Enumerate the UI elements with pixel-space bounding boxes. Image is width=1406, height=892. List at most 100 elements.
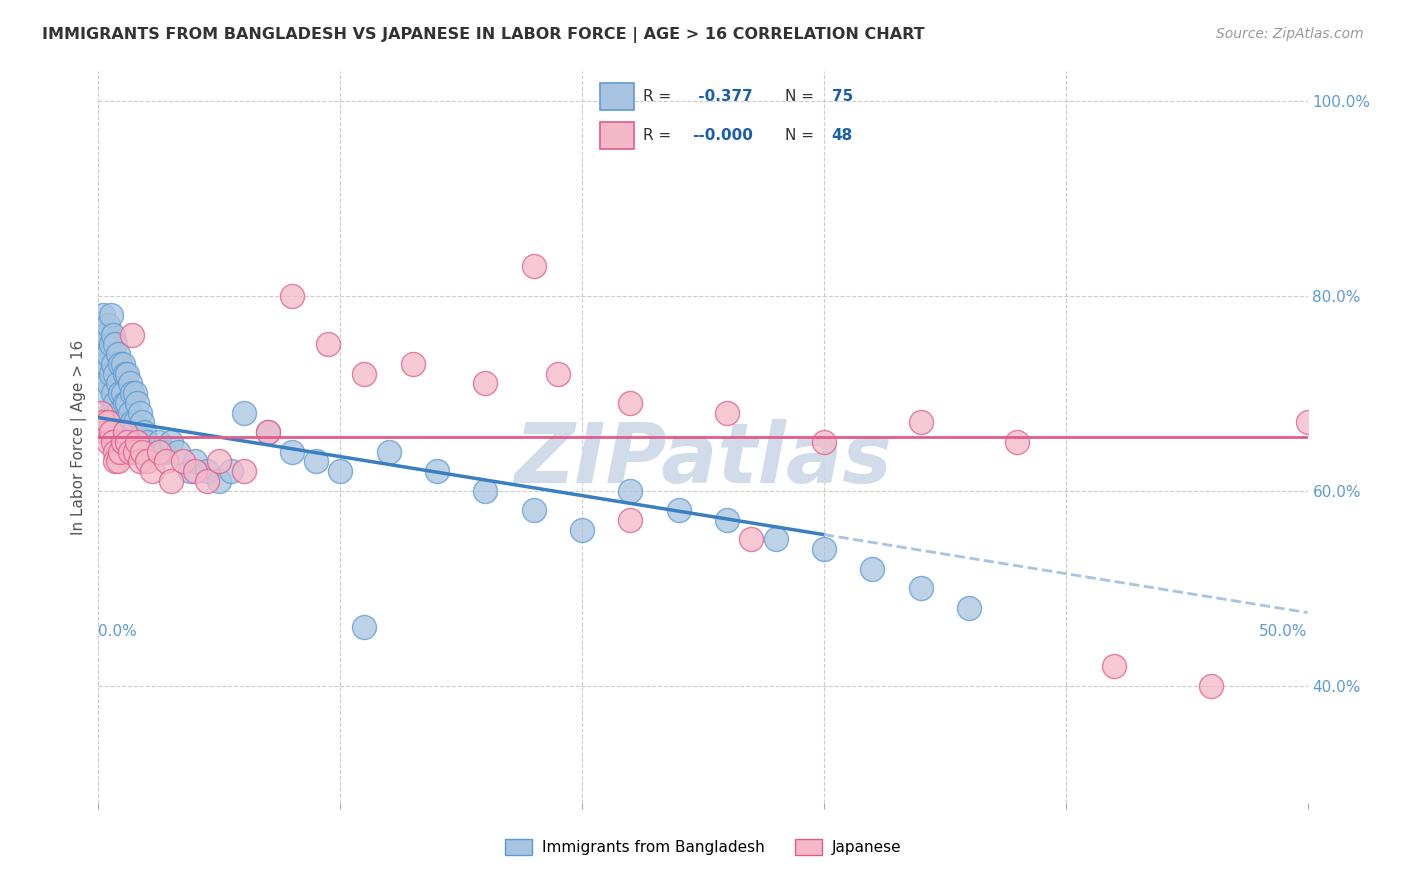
Text: N =: N =	[786, 89, 820, 103]
Point	[474, 376, 496, 391]
Point	[90, 327, 112, 342]
Point	[668, 503, 690, 517]
Point	[100, 406, 122, 420]
Point	[131, 444, 153, 458]
Point	[107, 347, 129, 361]
Point	[97, 347, 120, 361]
Point	[232, 464, 254, 478]
Text: 75: 75	[832, 89, 853, 103]
Point	[141, 464, 163, 478]
Point	[100, 337, 122, 351]
Point	[256, 425, 278, 440]
Point	[94, 386, 117, 401]
Point	[97, 318, 120, 332]
Point	[523, 260, 546, 274]
Point	[131, 416, 153, 430]
Point	[94, 357, 117, 371]
Point	[281, 288, 304, 302]
Point	[353, 367, 375, 381]
Point	[619, 483, 641, 498]
Text: N =: N =	[786, 128, 820, 143]
Point	[160, 474, 183, 488]
Point	[135, 434, 157, 449]
Point	[100, 308, 122, 322]
Text: IMMIGRANTS FROM BANGLADESH VS JAPANESE IN LABOR FORCE | AGE > 16 CORRELATION CHA: IMMIGRANTS FROM BANGLADESH VS JAPANESE I…	[42, 27, 925, 43]
Point	[91, 367, 114, 381]
Point	[117, 425, 139, 440]
Point	[104, 396, 127, 410]
Point	[101, 357, 124, 371]
Point	[104, 444, 127, 458]
Point	[377, 444, 399, 458]
Point	[127, 434, 149, 449]
Point	[118, 444, 141, 458]
Point	[179, 464, 201, 478]
Point	[813, 542, 835, 557]
Text: R =: R =	[643, 128, 676, 143]
Point	[114, 396, 136, 410]
Point	[148, 434, 170, 449]
Point	[90, 347, 112, 361]
Point	[305, 454, 328, 468]
Point	[571, 523, 593, 537]
Point	[329, 464, 352, 478]
Point	[111, 416, 134, 430]
Text: ZIPatlas: ZIPatlas	[515, 418, 891, 500]
Text: 50.0%: 50.0%	[1260, 624, 1308, 639]
Point	[124, 444, 146, 458]
Point	[118, 376, 141, 391]
Point	[1007, 434, 1029, 449]
Point	[1199, 679, 1222, 693]
Point	[121, 327, 143, 342]
Point	[111, 357, 134, 371]
Point	[107, 376, 129, 391]
Point	[94, 425, 117, 440]
Point	[91, 308, 114, 322]
Text: --0.000: --0.000	[693, 128, 754, 143]
Point	[91, 337, 114, 351]
Y-axis label: In Labor Force | Age > 16: In Labor Force | Age > 16	[72, 340, 87, 534]
Point	[124, 416, 146, 430]
Point	[281, 444, 304, 458]
Point	[134, 425, 156, 440]
Text: 0.0%: 0.0%	[98, 624, 138, 639]
Point	[208, 454, 231, 468]
Point	[101, 327, 124, 342]
Point	[111, 434, 134, 449]
Point	[101, 434, 124, 449]
Point	[619, 513, 641, 527]
Point	[765, 533, 787, 547]
Point	[114, 425, 136, 440]
Point	[172, 454, 194, 468]
Point	[184, 454, 207, 468]
Text: 48: 48	[832, 128, 853, 143]
Point	[160, 434, 183, 449]
Point	[474, 483, 496, 498]
Point	[107, 454, 129, 468]
Point	[108, 444, 131, 458]
Point	[232, 406, 254, 420]
Point	[91, 416, 114, 430]
Point	[353, 620, 375, 634]
Point	[108, 386, 131, 401]
Point	[97, 376, 120, 391]
Point	[118, 406, 141, 420]
Point	[104, 367, 127, 381]
Point	[619, 396, 641, 410]
Point	[813, 434, 835, 449]
Point	[90, 406, 112, 420]
Point	[97, 434, 120, 449]
Point	[256, 425, 278, 440]
Point	[155, 454, 177, 468]
Text: Source: ZipAtlas.com: Source: ZipAtlas.com	[1216, 27, 1364, 41]
Text: R =: R =	[643, 89, 676, 103]
Point	[860, 562, 883, 576]
Point	[104, 454, 127, 468]
Point	[117, 434, 139, 449]
Point	[148, 444, 170, 458]
Point	[121, 386, 143, 401]
Point	[208, 474, 231, 488]
Point	[547, 367, 569, 381]
Point	[111, 386, 134, 401]
Point	[716, 513, 738, 527]
